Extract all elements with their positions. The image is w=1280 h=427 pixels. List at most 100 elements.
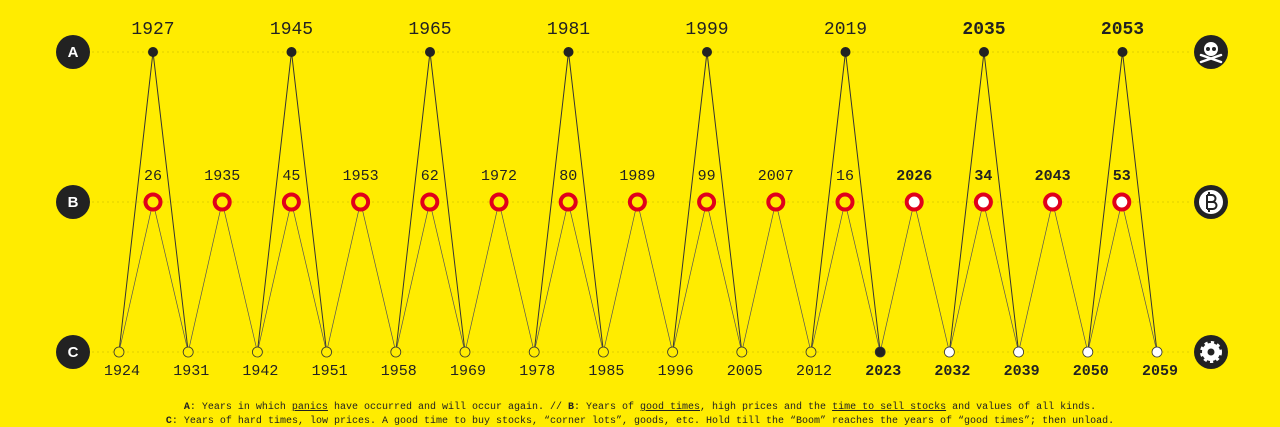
- good-times-peak: [187, 201, 258, 353]
- row-badge: [56, 185, 90, 219]
- panic-year: 1981: [547, 20, 590, 40]
- panic-dot: [702, 47, 712, 57]
- hard-times-year: 1958: [381, 363, 417, 380]
- good-times-year: 2007: [758, 168, 794, 185]
- good-times-ring: [143, 192, 163, 212]
- row-letter: A: [68, 44, 79, 61]
- row-letter: B: [68, 194, 79, 211]
- panic-year: 2053: [1101, 20, 1144, 40]
- good-times-year: 1953: [343, 168, 379, 185]
- good-times-peak: [1087, 201, 1158, 353]
- hard-times-year: 1969: [450, 363, 486, 380]
- good-times-year: 99: [698, 168, 716, 185]
- good-times-peak: [879, 201, 950, 353]
- legend-text: : Years in which: [189, 402, 292, 413]
- good-times-ring: [697, 192, 717, 212]
- good-times-peak: [326, 201, 397, 353]
- good-times-year: 2026: [896, 168, 932, 185]
- skull-eye: [1212, 47, 1216, 51]
- panic-year: 2019: [824, 20, 867, 40]
- bitcoin-b: [1206, 192, 1218, 212]
- legend-text: A: [183, 402, 190, 413]
- good-times-ring: [766, 192, 786, 212]
- good-times-peak: [810, 201, 881, 353]
- hard-times-dot: [874, 346, 886, 358]
- hard-times-year: 1996: [658, 363, 694, 380]
- good-times-peak: [257, 201, 327, 353]
- hard-times-dot: [667, 346, 678, 358]
- hard-times-year: 2059: [1142, 363, 1178, 380]
- legend-text: C: [165, 416, 172, 427]
- skull-head: [1204, 42, 1218, 56]
- good-times-year: 53: [1113, 168, 1131, 185]
- panic-year: 2035: [962, 20, 1005, 40]
- hard-times-year: 1951: [312, 363, 348, 380]
- panic-dot: [425, 47, 435, 57]
- good-times-peak: [672, 201, 743, 353]
- legend-text: and values of all kinds.: [946, 402, 1097, 413]
- hard-times-dot: [1082, 346, 1094, 358]
- hard-times-dot: [944, 346, 955, 358]
- hard-times-year: 2039: [1004, 363, 1040, 380]
- panic-dot: [979, 47, 989, 57]
- good-times-peak: [464, 201, 535, 353]
- row-badge: [56, 35, 90, 69]
- good-times-ring: [420, 192, 440, 212]
- good-times-ring: [627, 192, 647, 212]
- good-times-peak: [395, 201, 466, 353]
- row-letter: C: [68, 344, 79, 361]
- good-times-year: 2043: [1035, 168, 1071, 185]
- good-times-year: 1972: [481, 168, 517, 185]
- good-times-ring: [281, 192, 301, 212]
- good-times-ring: [212, 192, 232, 212]
- hard-times-dot: [182, 346, 194, 358]
- hard-times-year: 2012: [796, 363, 832, 380]
- hard-times-dot: [251, 346, 263, 358]
- good-times-year: 62: [421, 168, 439, 185]
- legend-line: A: Years in which panics have occurred a…: [0, 402, 1280, 413]
- good-times-year: 34: [974, 168, 992, 185]
- good-times-ring: [489, 192, 509, 212]
- hard-times-year: 1985: [588, 363, 624, 380]
- good-times-ring: [1043, 192, 1063, 212]
- hard-times-dot: [598, 346, 609, 358]
- panic-dot: [563, 47, 574, 57]
- good-times-peak: [1018, 201, 1089, 353]
- crossbones: [1199, 53, 1223, 64]
- panic-dot: [148, 47, 158, 57]
- gear-hole: [1207, 348, 1215, 356]
- panic-dot: [1117, 47, 1128, 57]
- skull-eye: [1206, 47, 1210, 51]
- good-times-ring: [973, 192, 993, 212]
- good-times-year: 45: [282, 168, 300, 185]
- good-times-peak: [949, 201, 1019, 353]
- legend-text: panics: [291, 402, 328, 413]
- good-times-ring: [904, 192, 924, 212]
- panic-dot: [840, 47, 851, 57]
- hard-times-year: 2005: [727, 363, 763, 380]
- row-badge: [56, 335, 90, 369]
- hard-times-dot: [390, 346, 402, 358]
- legend-text: good times: [640, 402, 701, 413]
- good-times-year: 26: [144, 168, 162, 185]
- good-times-ring: [351, 192, 371, 212]
- legend-text: have occurred and will occur again. //: [327, 402, 568, 413]
- hard-times-year: 2032: [934, 363, 970, 380]
- hard-times-dot: [805, 346, 817, 358]
- panic-year: 1927: [131, 20, 174, 40]
- panic-year: 1945: [270, 20, 313, 40]
- panic-year: 1999: [685, 20, 728, 40]
- cycle-diagram: 1927 1945 1965 1981 1999 2019 2035 2053 26 1935 45…: [56, 20, 1228, 380]
- good-times-year: 80: [559, 168, 577, 185]
- hard-times-dot: [321, 346, 333, 358]
- hard-times-dot: [1151, 346, 1163, 358]
- good-times-year: 1935: [204, 168, 240, 185]
- hard-times-dot: [1013, 346, 1024, 358]
- good-times-peak: [603, 201, 673, 353]
- good-times-year: 16: [836, 168, 854, 185]
- hard-times-dot: [528, 346, 540, 358]
- good-times-ring: [1112, 192, 1132, 212]
- hard-times-year: 1978: [519, 363, 555, 380]
- legend-line: C: Years of hard times, low prices. A go…: [0, 416, 1280, 427]
